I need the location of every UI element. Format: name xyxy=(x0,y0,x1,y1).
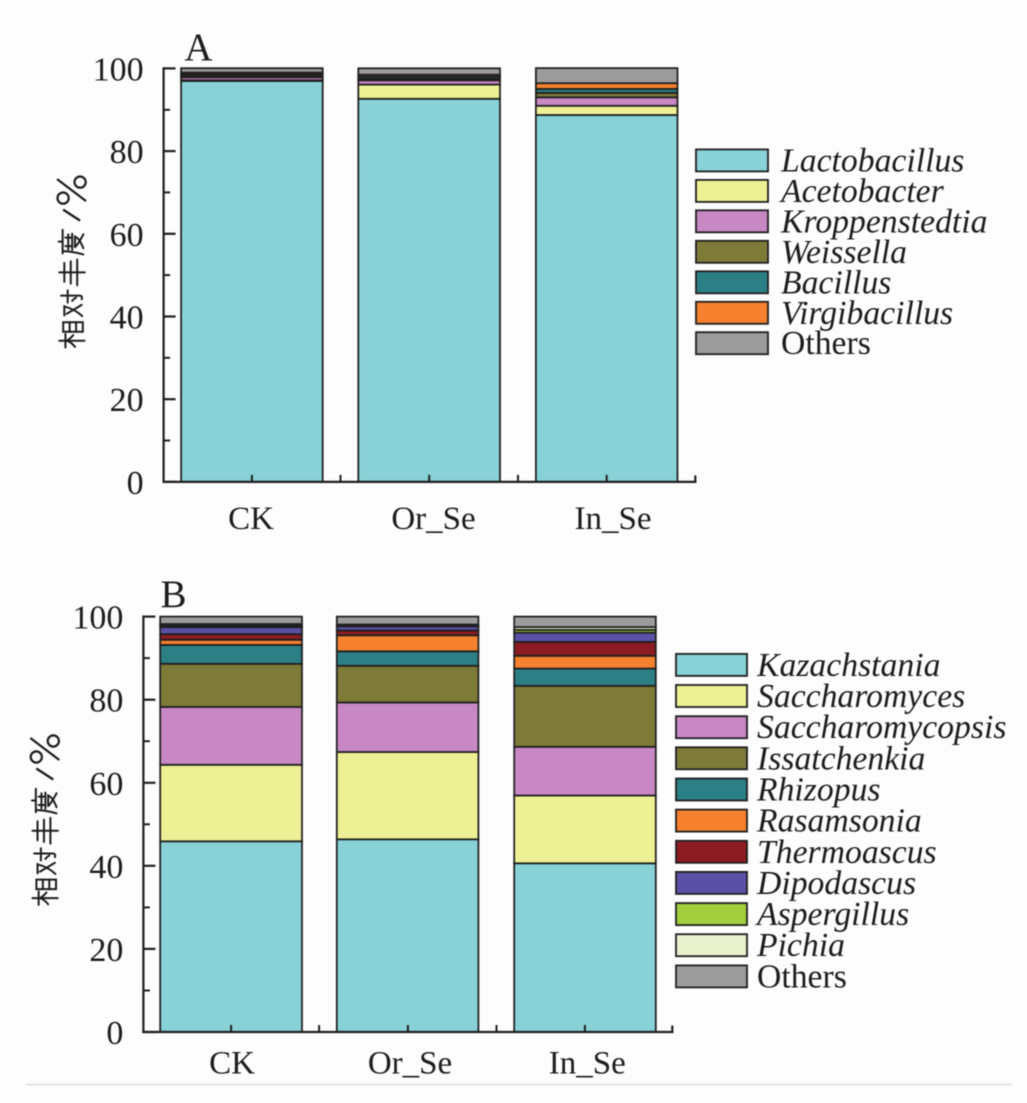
svg-text:Dipodascus: Dipodascus xyxy=(756,865,916,902)
svg-text:Kroppenstedtia: Kroppenstedtia xyxy=(780,203,987,240)
svg-text:Virgibacillus: Virgibacillus xyxy=(781,295,953,332)
svg-text:100: 100 xyxy=(93,51,144,88)
svg-text:B: B xyxy=(160,573,186,616)
svg-text:Saccharomycopsis: Saccharomycopsis xyxy=(757,709,1006,746)
svg-text:Or_Se: Or_Se xyxy=(391,501,475,537)
svg-text:CK: CK xyxy=(228,501,274,537)
svg-text:0: 0 xyxy=(106,1015,123,1052)
svg-text:Aspergillus: Aspergillus xyxy=(755,896,909,933)
svg-text:Saccharomyces: Saccharomyces xyxy=(757,678,965,715)
svg-text:Others: Others xyxy=(757,958,847,995)
svg-text:60: 60 xyxy=(110,217,144,254)
svg-text:20: 20 xyxy=(110,382,144,419)
svg-text:In_Se: In_Se xyxy=(549,1045,626,1081)
svg-text:Or_Se: Or_Se xyxy=(368,1045,452,1081)
svg-text:Thermoascus: Thermoascus xyxy=(757,834,937,871)
svg-text:0: 0 xyxy=(127,465,144,502)
svg-text:20: 20 xyxy=(89,932,123,969)
svg-text:100: 100 xyxy=(72,600,123,637)
svg-text:40: 40 xyxy=(110,300,144,337)
svg-text:In_Se: In_Se xyxy=(575,501,652,537)
svg-text:80: 80 xyxy=(89,683,123,720)
svg-text:Issatchenkia: Issatchenkia xyxy=(756,740,925,777)
svg-text:A: A xyxy=(184,26,212,69)
svg-text:80: 80 xyxy=(110,134,144,171)
svg-text:Pichia: Pichia xyxy=(756,927,845,964)
svg-text:Rhizopus: Rhizopus xyxy=(756,772,881,809)
svg-text:40: 40 xyxy=(89,849,123,886)
svg-text:Rasamsonia: Rasamsonia xyxy=(756,803,922,840)
svg-text:60: 60 xyxy=(89,766,123,803)
svg-text:Bacillus: Bacillus xyxy=(781,264,891,301)
svg-text:Acetobacter: Acetobacter xyxy=(779,173,945,210)
svg-text:CK: CK xyxy=(209,1045,255,1081)
svg-text:Lactobacillus: Lactobacillus xyxy=(780,142,964,179)
svg-text:Weissella: Weissella xyxy=(781,234,907,271)
svg-text:Others: Others xyxy=(781,325,871,362)
svg-text:Kazachstania: Kazachstania xyxy=(756,647,940,684)
